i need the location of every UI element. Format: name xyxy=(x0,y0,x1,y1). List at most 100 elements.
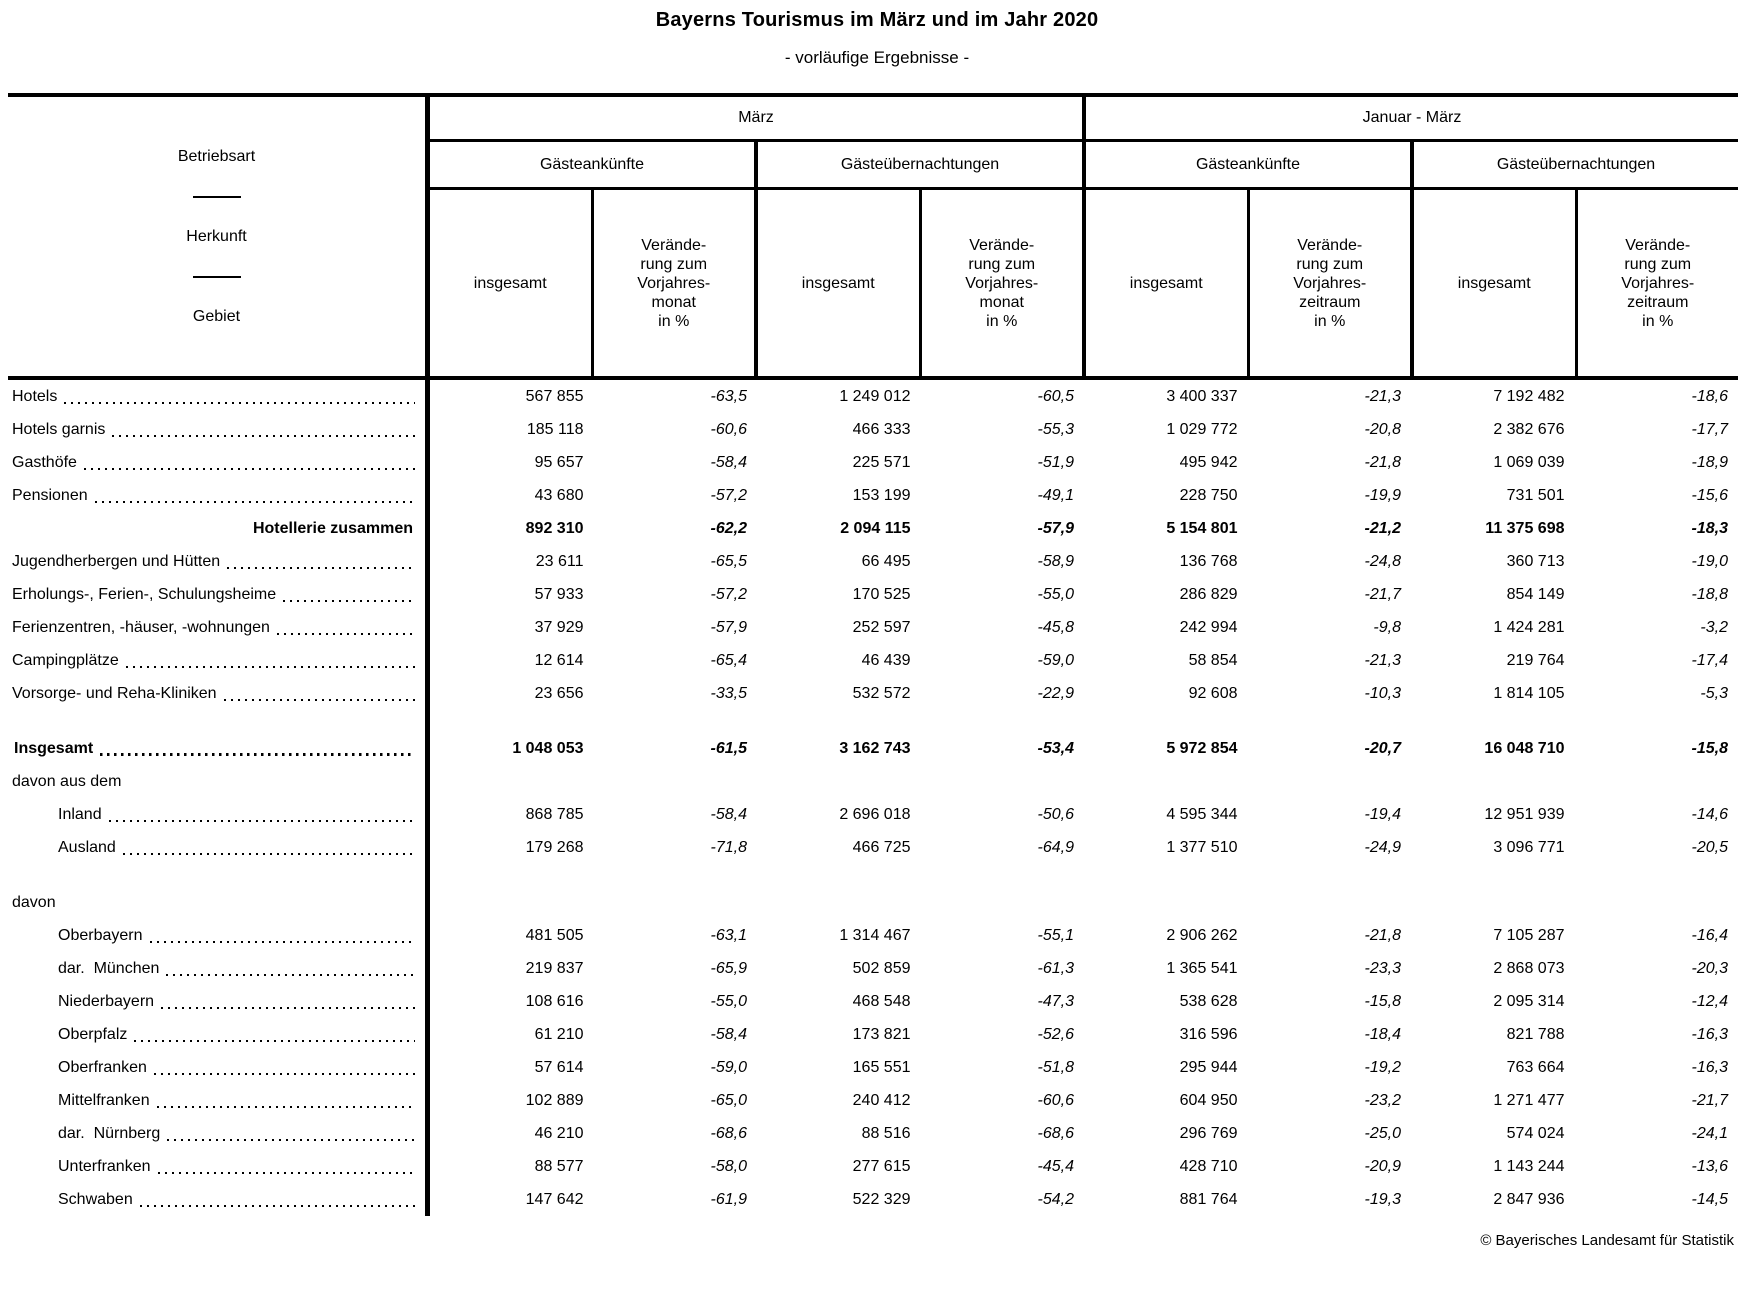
cell-total: 57 614 xyxy=(534,1058,584,1076)
stub-divider xyxy=(192,275,241,278)
row-label-text: Mittelfranken xyxy=(58,1091,150,1109)
cell-total: 468 548 xyxy=(852,992,911,1010)
cell-total: 316 596 xyxy=(1179,1025,1238,1043)
cell-total: 532 572 xyxy=(852,684,911,702)
row-label-text: Niederbayern xyxy=(58,992,155,1010)
cell-total: 428 710 xyxy=(1179,1157,1238,1175)
stub-divider xyxy=(192,195,241,198)
cell-change-percent: -60,6 xyxy=(1037,1091,1074,1109)
row-label-text: Jugendherbergen und Hütten xyxy=(12,552,221,570)
row-label-text: Schwaben xyxy=(58,1190,133,1208)
cell-total: 296 769 xyxy=(1179,1124,1238,1142)
cell-total: 821 788 xyxy=(1506,1025,1565,1043)
cell-change-percent: -24,1 xyxy=(1691,1124,1728,1142)
row-label-text: davon aus dem xyxy=(12,772,122,790)
cell-total: 1 424 281 xyxy=(1493,618,1565,636)
row-label-text: Pensionen xyxy=(12,486,88,504)
subcol-veraenderung: Verände- rung zum Vorjahres- zeitraum in… xyxy=(1246,190,1411,376)
cell-total: 481 505 xyxy=(525,926,584,944)
cell-total: 2 906 262 xyxy=(1166,926,1238,944)
row-label-text: Hotels xyxy=(12,387,58,405)
table-row: Hotels 567 855 -63,5 1 249 012 -60,5 3 400 33… xyxy=(8,380,1738,413)
cell-total: 295 944 xyxy=(1179,1058,1238,1076)
cell-total: 466 333 xyxy=(852,420,911,438)
row-label-text: Vorsorge- und Reha-Kliniken xyxy=(12,684,217,702)
row-label-text: davon xyxy=(12,893,56,911)
row-label: Ausland xyxy=(8,831,430,864)
cell-change-percent: -19,3 xyxy=(1364,1190,1401,1208)
cell-total: 185 118 xyxy=(526,420,584,438)
dotted-leader xyxy=(149,941,415,943)
cell-change-percent: -51,9 xyxy=(1037,453,1074,471)
table-row xyxy=(8,710,1738,732)
cell-change-percent: -63,1 xyxy=(710,926,747,944)
cell-total: 46 210 xyxy=(534,1124,584,1142)
cell-change-percent: -20,3 xyxy=(1691,959,1728,977)
cell-change-percent: -9,8 xyxy=(1373,618,1401,636)
cell-total: 95 657 xyxy=(534,453,584,471)
cell-change-percent: -21,3 xyxy=(1364,651,1401,669)
table-row: Niederbayern 108 616 -55,0 468 548 -47,3 538 … xyxy=(8,985,1738,1018)
subcol-insgesamt: insgesamt xyxy=(754,190,919,376)
cell-change-percent: -59,0 xyxy=(710,1058,747,1076)
cell-total: 3 096 771 xyxy=(1493,838,1565,856)
cell-change-percent: -57,2 xyxy=(710,585,747,603)
cell-total: 12 951 939 xyxy=(1484,805,1565,823)
cell-total: 43 680 xyxy=(534,486,584,504)
cell-change-percent: -50,6 xyxy=(1037,805,1074,823)
cell-change-percent: -18,9 xyxy=(1691,453,1728,471)
cell-total: 228 750 xyxy=(1179,486,1238,504)
row-label-text: dar. Nürnberg xyxy=(58,1124,161,1142)
cell-total: 57 933 xyxy=(534,585,584,603)
dotted-leader xyxy=(166,974,415,976)
cell-total: 58 854 xyxy=(1188,651,1238,669)
row-label-text: Hotellerie zusammen xyxy=(252,519,413,537)
cell-total: 868 785 xyxy=(525,805,584,823)
row-label-text: Erholungs-, Ferien-, Schulungsheime xyxy=(12,585,277,603)
cell-total: 604 950 xyxy=(1179,1091,1238,1109)
cell-total: 360 713 xyxy=(1506,552,1565,570)
cell-change-percent: -49,1 xyxy=(1037,486,1074,504)
cell-total: 11 375 698 xyxy=(1485,519,1565,537)
cell-total: 1 249 012 xyxy=(839,387,911,405)
row-label: Niederbayern xyxy=(8,985,430,1018)
cell-change-percent: -21,3 xyxy=(1364,387,1401,405)
cell-change-percent: -21,8 xyxy=(1364,926,1401,944)
cell-total: 5 154 801 xyxy=(1166,519,1238,537)
row-label: Hotels xyxy=(8,380,430,413)
stub-label-herkunft: Herkunft xyxy=(186,227,247,245)
cell-total: 219 837 xyxy=(525,959,584,977)
cell-change-percent: -21,7 xyxy=(1364,585,1401,603)
measure-band: Gästeankünfte Gästeübernachtungen Gästea… xyxy=(430,142,1738,190)
cell-change-percent: -57,2 xyxy=(710,486,747,504)
cell-change-percent: -65,9 xyxy=(710,959,747,977)
table-row: Unterfranken 88 577 -58,0 277 615 -45,4 428 7… xyxy=(8,1150,1738,1183)
cell-total: 2 868 073 xyxy=(1493,959,1565,977)
row-label: dar. Nürnberg xyxy=(8,1117,430,1150)
cell-total: 153 199 xyxy=(852,486,911,504)
cell-total: 16 048 710 xyxy=(1484,739,1565,757)
cell-change-percent: -15,6 xyxy=(1691,486,1728,504)
cell-change-percent: -57,9 xyxy=(1037,519,1074,537)
cell-total: 522 329 xyxy=(852,1190,911,1208)
statistics-table: Betriebsart Herkunft Gebiet März Januar … xyxy=(8,93,1738,1216)
cell-change-percent: -22,9 xyxy=(1037,684,1074,702)
row-label-text: Hotels garnis xyxy=(12,420,106,438)
cell-total: 731 501 xyxy=(1506,486,1565,504)
row-label: Mittelfranken xyxy=(8,1084,430,1117)
cell-total: 2 094 115 xyxy=(840,519,911,537)
cell-change-percent: -64,9 xyxy=(1037,838,1074,856)
row-label-text: dar. München xyxy=(58,959,160,977)
dotted-leader xyxy=(134,1040,415,1042)
subcol-insgesamt: insgesamt xyxy=(473,274,547,292)
cell-change-percent: -65,5 xyxy=(710,552,747,570)
cell-total: 1 271 477 xyxy=(1493,1091,1565,1109)
cell-change-percent: -65,0 xyxy=(710,1091,747,1109)
cell-total: 538 628 xyxy=(1179,992,1238,1010)
subcol-veraenderung: Verände- rung zum Vorjahres- monat in % xyxy=(918,190,1083,376)
row-label: Oberbayern xyxy=(8,919,430,952)
cell-change-percent: -55,3 xyxy=(1037,420,1074,438)
cell-change-percent: -20,8 xyxy=(1364,420,1401,438)
cell-total: 466 725 xyxy=(852,838,911,856)
table-row xyxy=(8,864,1738,886)
